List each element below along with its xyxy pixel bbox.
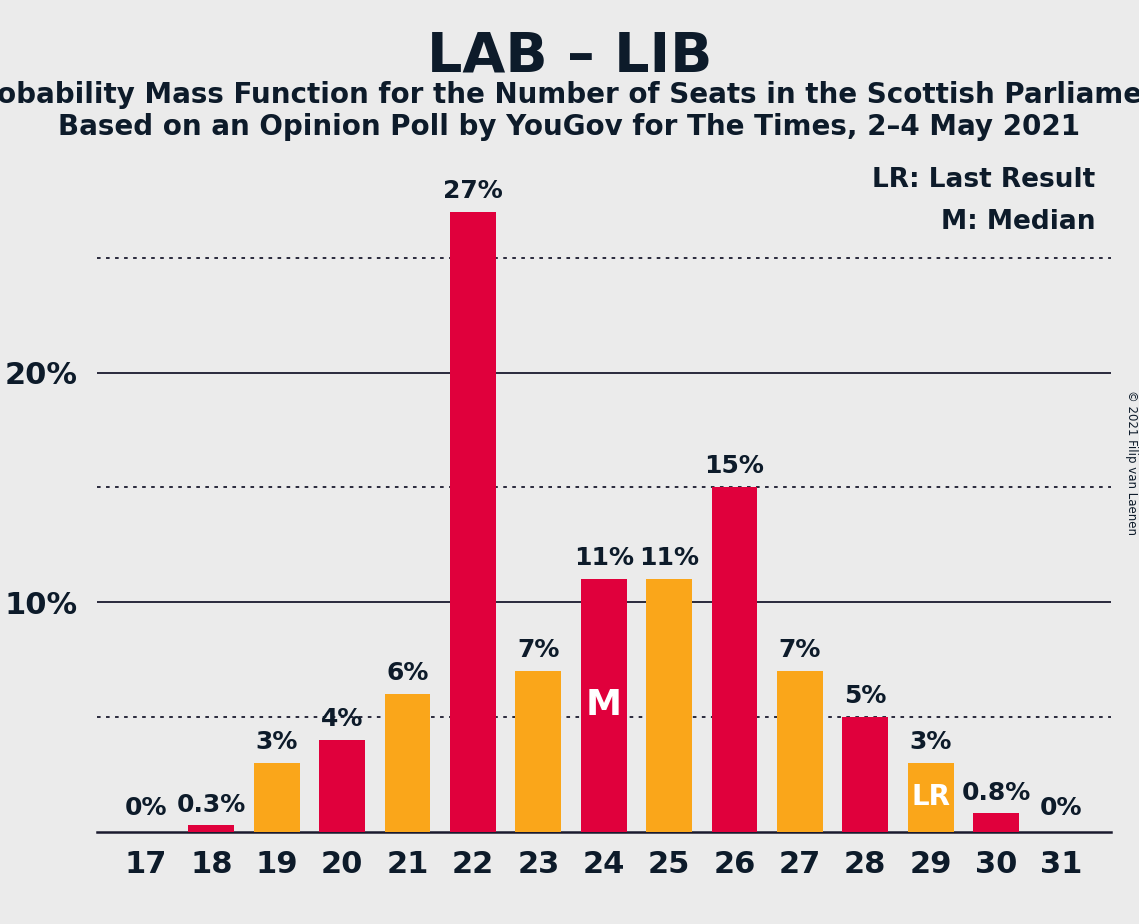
Text: 7%: 7% [517, 638, 559, 662]
Bar [450, 213, 495, 832]
Bar [908, 763, 953, 832]
Bar [188, 825, 235, 832]
Text: LR: Last Result: LR: Last Result [872, 167, 1096, 193]
Text: 0.3%: 0.3% [177, 793, 246, 817]
Text: 27%: 27% [443, 179, 502, 203]
Text: 7%: 7% [779, 638, 821, 662]
Bar [646, 579, 693, 832]
Bar [843, 717, 888, 832]
Text: 5%: 5% [844, 684, 886, 708]
Bar [254, 763, 300, 832]
Text: 6%: 6% [386, 661, 428, 685]
Bar [319, 740, 364, 832]
Text: Based on an Opinion Poll by YouGov for The Times, 2–4 May 2021: Based on an Opinion Poll by YouGov for T… [58, 113, 1081, 140]
Text: LAB – LIB: LAB – LIB [427, 30, 712, 83]
Bar [973, 813, 1019, 832]
Text: M: M [585, 688, 622, 723]
Text: 15%: 15% [705, 455, 764, 479]
Text: M: Median: M: Median [941, 209, 1096, 235]
Text: 3%: 3% [909, 730, 952, 754]
Bar [385, 694, 431, 832]
Text: LR: LR [911, 784, 950, 811]
Bar [777, 671, 822, 832]
Bar [515, 671, 562, 832]
Text: 0%: 0% [124, 796, 167, 821]
Text: 11%: 11% [639, 546, 699, 570]
Text: © 2021 Filip van Laenen: © 2021 Filip van Laenen [1124, 390, 1138, 534]
Text: 0.8%: 0.8% [961, 781, 1031, 805]
Bar [712, 488, 757, 832]
Bar [581, 579, 626, 832]
Text: 11%: 11% [574, 546, 633, 570]
Text: 4%: 4% [321, 707, 363, 731]
Text: 3%: 3% [255, 730, 298, 754]
Text: 0%: 0% [1040, 796, 1083, 821]
Text: Probability Mass Function for the Number of Seats in the Scottish Parliament: Probability Mass Function for the Number… [0, 81, 1139, 109]
